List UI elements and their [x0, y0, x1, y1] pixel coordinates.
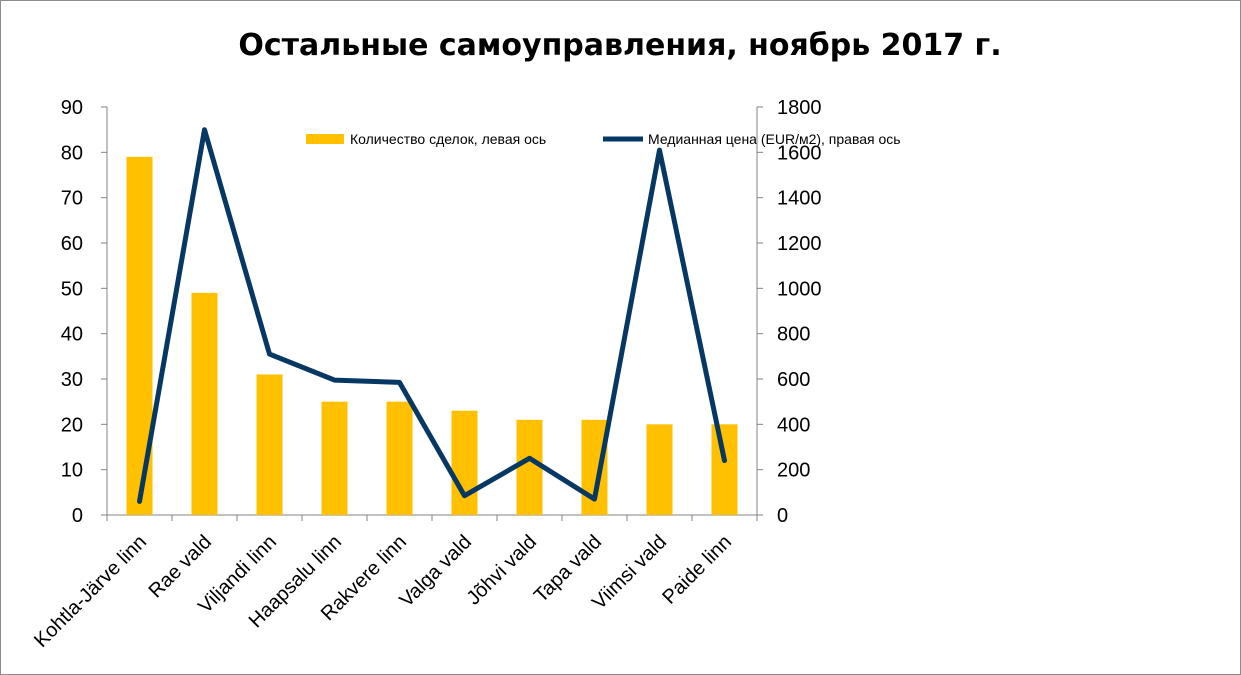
right-tick-label: 200 [777, 460, 810, 482]
legend-line-label: Медианная цена (EUR/м2), правая ось [648, 131, 901, 147]
line-series [137, 127, 727, 504]
category-label: Jõhvi vald [463, 531, 541, 609]
right-axis-ticks: 0 200 400 600 800 1000 1200 1400 1600 1800 [777, 97, 822, 527]
left-tick-label: 0 [72, 505, 83, 527]
right-tick-label: 1400 [777, 188, 822, 210]
right-tick-label: 1000 [777, 278, 822, 300]
right-tick-label: 800 [777, 324, 810, 346]
left-tick-label: 10 [61, 460, 83, 482]
category-label: Kohtla-Järve linn [30, 531, 151, 652]
bar [321, 401, 348, 515]
left-tick-label: 40 [61, 324, 83, 346]
category-label: Valga vald [395, 531, 476, 612]
left-tick-label: 70 [61, 188, 83, 210]
left-tick-label: 90 [61, 97, 83, 119]
right-tick-label: 600 [777, 369, 810, 391]
left-axis-ticks: 0 10 20 30 40 50 60 70 80 90 [61, 97, 83, 527]
median-price-line [137, 127, 727, 504]
legend-bar-label: Количество сделок, левая ось [350, 131, 546, 147]
right-tick-label: 1600 [777, 142, 822, 164]
right-tick-label: 1800 [777, 97, 822, 119]
bar [451, 410, 478, 515]
legend: Количество сделок, левая ось Медианная ц… [306, 131, 901, 147]
left-tick-label: 80 [61, 142, 83, 164]
right-tick-label: 400 [777, 414, 810, 436]
left-tick-label: 20 [61, 414, 83, 436]
legend-bar-swatch [306, 134, 344, 144]
right-tick-label: 1200 [777, 233, 822, 255]
left-tick-label: 60 [61, 233, 83, 255]
bar [386, 401, 413, 515]
right-tick-label: 0 [777, 505, 788, 527]
bar [516, 419, 543, 515]
bar [646, 424, 673, 515]
bar [711, 424, 738, 515]
bar [256, 374, 283, 515]
left-tick-label: 50 [61, 278, 83, 300]
category-label: Paide linn [658, 531, 736, 609]
chart-title: Остальные самоуправления, ноябрь 2017 г. [238, 28, 1001, 63]
bar [191, 292, 218, 515]
left-tick-label: 30 [61, 369, 83, 391]
